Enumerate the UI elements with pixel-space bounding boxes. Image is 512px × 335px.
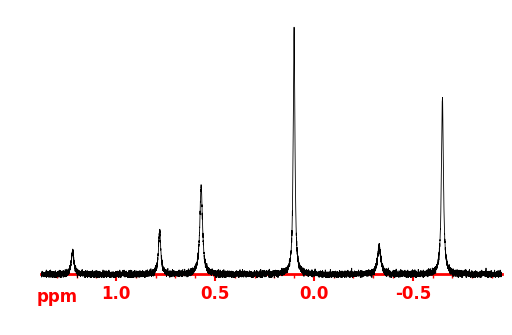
Text: ppm: ppm: [37, 288, 78, 306]
